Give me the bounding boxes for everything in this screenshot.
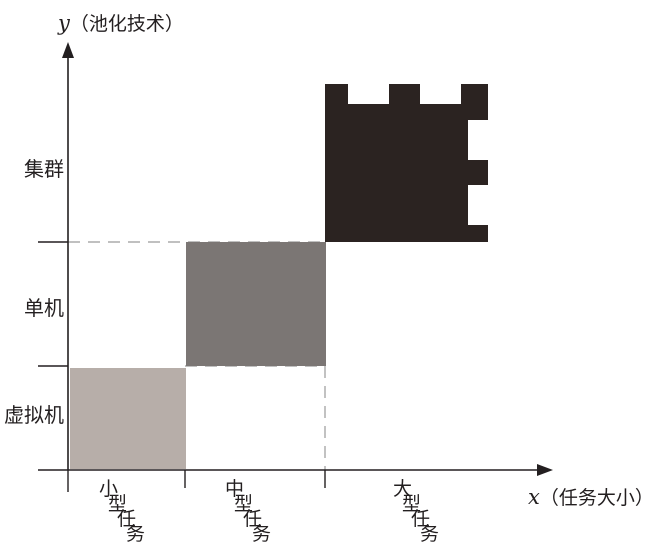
block-small-vm: [70, 368, 186, 469]
y-axis-title: y（池化技术）: [57, 11, 184, 35]
y-axis-title-text: （池化技术）: [70, 13, 184, 35]
x-label-small: 小型任务: [99, 478, 145, 545]
y-label-cluster: 集群: [24, 157, 64, 181]
y-label-vm: 虚拟机: [4, 403, 64, 427]
block-large-cluster: [325, 84, 488, 242]
x-axis-var: x: [528, 485, 540, 509]
x-label-medium: 中型任务: [225, 478, 271, 545]
y-label-single: 单机: [24, 296, 64, 320]
x-axis-title-text: （任务大小）: [540, 487, 654, 509]
x-axis-title: x（任务大小）: [528, 485, 654, 509]
y-axis-arrow: [62, 42, 74, 58]
y-axis-var: y: [57, 11, 71, 35]
block-medium-single: [186, 242, 326, 366]
x-label-large: 大型任务: [393, 478, 439, 545]
x-axis-arrow: [537, 464, 553, 476]
x-level-labels: 小型任务 中型任务 大型任务: [99, 478, 439, 545]
